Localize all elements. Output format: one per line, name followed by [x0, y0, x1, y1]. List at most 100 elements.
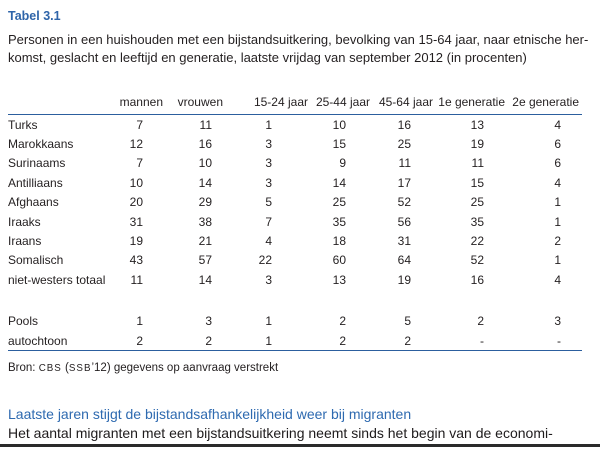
cell-value: 14 [198, 175, 212, 190]
source-mid: ( [61, 362, 69, 374]
cell-value: 29 [198, 195, 212, 210]
table-row: Surinaams 7 10 3 9 11 11 6 [8, 154, 582, 173]
cell-value: 38 [198, 214, 212, 229]
cell-value: 43 [129, 253, 143, 268]
row-label: Antilliaans [8, 175, 63, 190]
data-table: mannen vrouwen 15-24 jaar 25-44 jaar 45-… [8, 95, 582, 352]
row-label: autochtoon [8, 333, 68, 348]
cell-value: 2 [554, 234, 561, 249]
column-header: vrouwen [166, 95, 226, 115]
source-abbr-ssb: SSB [68, 363, 92, 374]
cell-value: 35 [470, 214, 484, 229]
cell-value: 19 [397, 272, 411, 287]
row-label: Afghaans [8, 195, 59, 210]
cell-value: 56 [397, 214, 411, 229]
cell-value: 21 [198, 234, 212, 249]
cell-value: 11 [199, 117, 212, 132]
table-row: Iraaks 31 38 7 35 56 35 1 [8, 212, 582, 231]
section-heading: Laatste jaren stijgt de bijstandsafhanke… [8, 406, 412, 422]
cell-value: 13 [332, 272, 346, 287]
cell-value: 2 [205, 333, 212, 348]
table-row: autochtoon 2 2 1 2 2 - - [8, 331, 582, 351]
cell-value: 6 [554, 156, 561, 171]
data-table-wrap: mannen vrouwen 15-24 jaar 25-44 jaar 45-… [8, 95, 582, 352]
source-abbr-cbs: CBS [38, 363, 62, 374]
cell-value: 4 [554, 117, 561, 132]
table-row: Iraans 19 21 4 18 31 22 2 [8, 231, 582, 250]
cell-value: 1 [554, 195, 561, 210]
cell-value: 52 [397, 195, 411, 210]
cell-value: 3 [265, 272, 272, 287]
column-header: mannen [108, 95, 166, 115]
cell-value: 4 [554, 175, 561, 190]
cell-value: 18 [332, 234, 346, 249]
cell-value: 4 [554, 272, 561, 287]
cell-value: 11 [398, 156, 411, 171]
cell-value: 5 [404, 314, 411, 329]
cell-value: 9 [339, 156, 346, 171]
source-prefix: Bron: [8, 362, 39, 374]
cell-value: 25 [397, 137, 411, 152]
cell-value: 5 [265, 195, 272, 210]
row-label: Turks [8, 117, 38, 132]
cell-value: 3 [265, 175, 272, 190]
table-row: Marokkaans 12 16 3 15 25 19 6 [8, 134, 582, 153]
cell-value: 64 [397, 253, 411, 268]
cell-value: 3 [265, 156, 272, 171]
cell-value: 2 [477, 314, 484, 329]
cell-value: 22 [258, 253, 272, 268]
cell-value: 1 [554, 253, 561, 268]
cell-value: 16 [397, 117, 411, 132]
cell-value: 7 [136, 156, 143, 171]
table-caption-line-1: Personen in een huishouden met een bijst… [8, 32, 589, 47]
cell-value: 1 [265, 333, 272, 348]
table-caption: Personen in een huishouden met een bijst… [8, 31, 596, 67]
cell-value: 10 [198, 156, 212, 171]
table-row: Pools 1 3 1 2 5 2 3 [8, 312, 582, 331]
cell-value: 14 [332, 175, 346, 190]
table-row: Somalisch 43 57 22 60 64 52 1 [8, 251, 582, 270]
cell-value: 11 [130, 272, 143, 287]
cell-value: 17 [397, 175, 411, 190]
cell-value: 19 [129, 234, 143, 249]
column-header-empty [8, 95, 108, 115]
cell-value: 20 [129, 195, 143, 210]
row-label: Somalisch [8, 253, 64, 268]
cell-value: 19 [470, 137, 484, 152]
cell-value: 4 [265, 234, 272, 249]
table-body: Turks 7 11 1 10 16 13 4 Marokkaans 12 16 3 15 25 19 6 Su… [8, 115, 582, 351]
cell-value: 15 [470, 175, 484, 190]
cell-value: 12 [129, 137, 143, 152]
column-header: 45-64 jaar [373, 95, 436, 115]
cell-value: - [557, 333, 561, 348]
cell-value: 16 [198, 137, 212, 152]
cell-value: 3 [205, 314, 212, 329]
table-row: niet-westers totaal 11 14 3 13 19 16 4 [8, 270, 582, 289]
cell-value: 15 [332, 137, 346, 152]
cell-value: 16 [470, 272, 484, 287]
column-header: 2e generatie [508, 95, 582, 115]
cell-value: 35 [332, 214, 346, 229]
source-suffix: ’12) gegevens op aanvraag verstrekt [91, 362, 279, 374]
cell-value: - [480, 333, 484, 348]
cell-value: 11 [471, 156, 484, 171]
cell-value: 2 [136, 333, 143, 348]
cell-value: 25 [470, 195, 484, 210]
cell-value: 1 [136, 314, 143, 329]
source-note: Bron: CBS (SSB’12) gegevens op aanvraag … [8, 362, 278, 374]
cell-value: 14 [198, 272, 212, 287]
table-row: Afghaans 20 29 5 25 52 25 1 [8, 193, 582, 212]
cell-value: 25 [332, 195, 346, 210]
row-label: niet-westers totaal [8, 272, 106, 287]
row-label: Iraans [8, 234, 42, 249]
page-edge-bar [0, 444, 600, 447]
column-header: 15-24 jaar [226, 95, 311, 115]
body-text: Het aantal migranten met een bijstandsui… [8, 425, 553, 441]
cell-value: 6 [554, 137, 561, 152]
row-label: Pools [8, 314, 39, 329]
spacer-row [8, 290, 582, 312]
cell-value: 3 [265, 137, 272, 152]
column-header: 1e generatie [436, 95, 508, 115]
row-label: Iraaks [8, 214, 41, 229]
